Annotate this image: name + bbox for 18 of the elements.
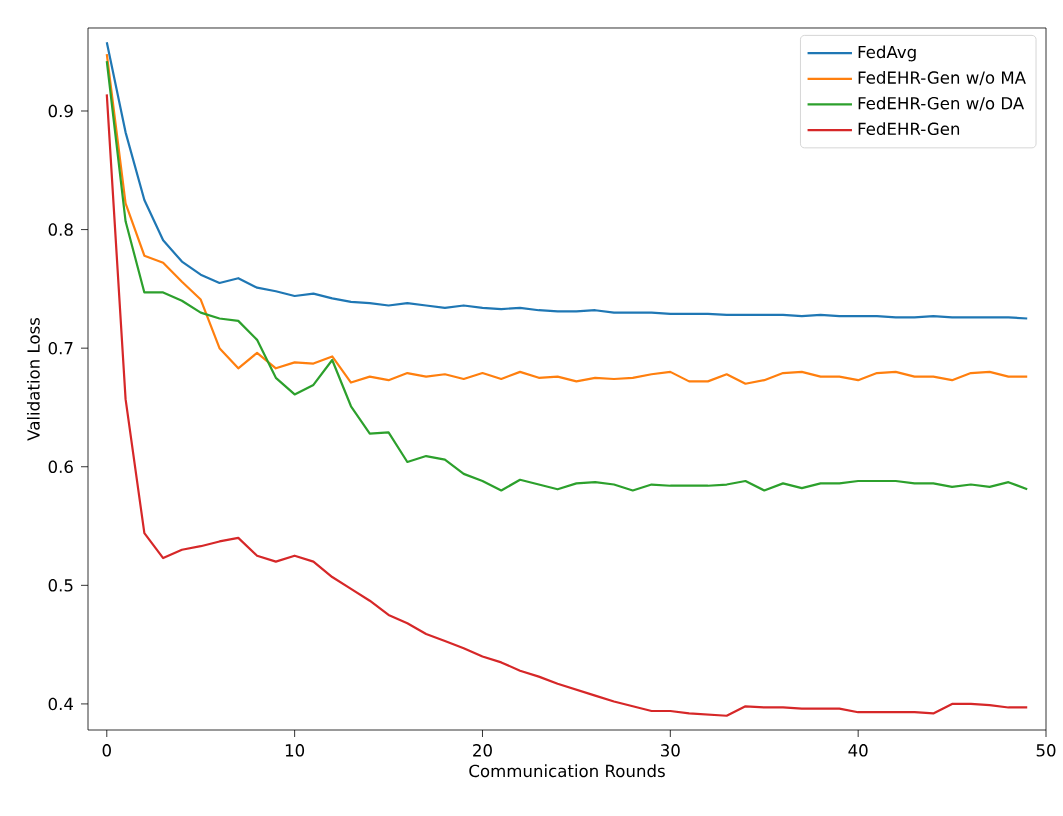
y-axis-title: Validation Loss xyxy=(26,317,40,441)
y-tick-label: 0.5 xyxy=(48,579,73,592)
legend-label: FedEHR-Gen xyxy=(858,122,960,136)
x-tick-label: 20 xyxy=(473,744,492,757)
x-tick-label: 40 xyxy=(848,744,868,757)
x-tick-label: 50 xyxy=(1036,744,1056,757)
x-tick-label: 0 xyxy=(102,744,111,757)
y-tick-label: 0.7 xyxy=(48,341,73,355)
legend-label: FedEHR-Gen w/o MA xyxy=(858,71,1026,86)
y-tick-label: 0.8 xyxy=(48,223,73,236)
y-tick-label: 0.4 xyxy=(48,697,74,711)
x-axis-title: Communication Rounds xyxy=(469,764,665,778)
legend-label: FedEHR-Gen w/o DA xyxy=(858,96,1025,111)
y-tick-label: 0.6 xyxy=(48,460,73,474)
legend-label: FedAvg xyxy=(858,45,916,62)
x-tick-label: 30 xyxy=(661,744,680,757)
y-tick-label: 0.9 xyxy=(48,104,73,118)
x-tick-label: 10 xyxy=(285,744,305,757)
